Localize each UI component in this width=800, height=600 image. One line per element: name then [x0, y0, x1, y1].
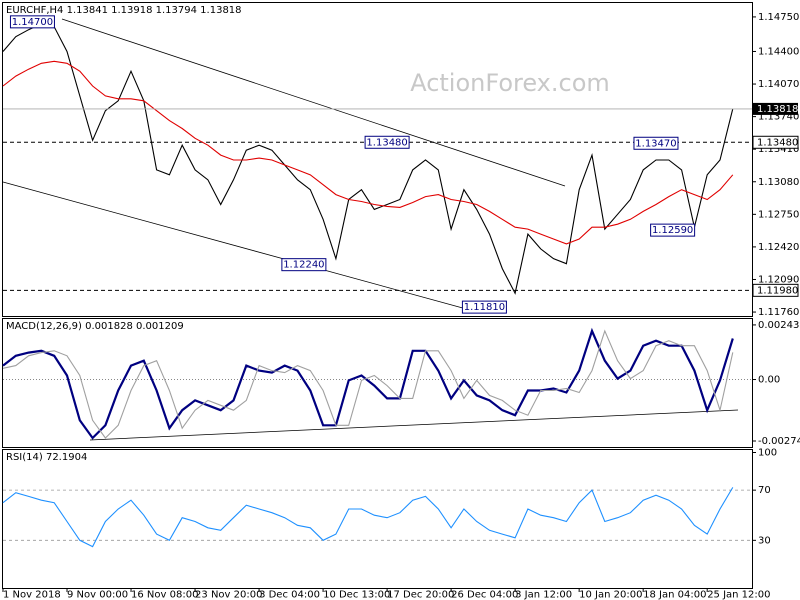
- annotation-label: 1.13470: [635, 138, 676, 149]
- rsi-title: RSI(14) 72.1904: [6, 452, 87, 463]
- y-tick-label: 1.14750: [758, 12, 799, 23]
- annotation-label: 1.12590: [652, 225, 693, 236]
- annotation-box: [364, 135, 410, 149]
- series-line: [2, 329, 734, 439]
- annotation-label: 1.12240: [283, 260, 324, 271]
- x-tick-label: 9 Nov 00:00: [67, 590, 128, 600]
- y-tick-label: 100: [758, 448, 777, 459]
- y-tick-label: 1.13740: [758, 112, 799, 123]
- x-tick-label: 3 Dec 04:00: [259, 590, 320, 600]
- rsi-panel: [2, 449, 753, 589]
- macd-title: MACD(12,26,9) 0.001828 0.001209: [6, 321, 184, 332]
- series-line: [2, 327, 734, 440]
- watermark: ActionForex.com: [410, 69, 610, 97]
- y-tick-label: 1.11760: [758, 307, 799, 318]
- y-tick-label: 1.14070: [758, 79, 799, 90]
- series-line: [2, 487, 734, 548]
- current-price-label: 1.13818: [757, 104, 798, 115]
- x-tick-label: 3 Jan 12:00: [515, 590, 572, 600]
- y-tick-label: 1.14400: [758, 46, 799, 57]
- x-tick-label: 1 Nov 2018: [3, 590, 61, 600]
- annotation-label: 1.14700: [12, 17, 53, 28]
- x-tick-label: 10 Dec 13:00: [323, 590, 390, 600]
- channel-line: [61, 18, 566, 187]
- y-tick-label: 70: [758, 485, 771, 496]
- level-label-box: [752, 135, 799, 149]
- y-tick-label: 1.12090: [758, 274, 799, 285]
- price-title: EURCHF,H4 1.13841 1.13918 1.13794 1.1381…: [6, 5, 242, 16]
- annotation-box: [650, 223, 696, 237]
- x-tick-label: 17 Dec 20:00: [387, 590, 454, 600]
- current-price-box: [753, 102, 798, 115]
- y-tick-label: 1.12750: [758, 209, 799, 220]
- x-tick-label: 10 Jan 20:00: [579, 590, 642, 600]
- trend-line: [89, 409, 739, 441]
- annotation-label: 1.11810: [464, 302, 505, 313]
- x-tick-label: 25 Jan 12:00: [707, 590, 770, 600]
- x-tick-label: 23 Nov 20:00: [195, 590, 262, 600]
- annotation-label: 1.13480: [366, 137, 407, 148]
- x-tick-label: 16 Nov 08:00: [131, 590, 198, 600]
- series-line: [2, 60, 734, 245]
- y-tick-label: 1.12420: [758, 242, 799, 253]
- x-tick-label: 18 Jan 04:00: [643, 590, 706, 600]
- level-label: 1.11980: [757, 285, 798, 296]
- y-tick-label: 0.00: [758, 375, 780, 386]
- y-tick-label: -0.002742: [758, 436, 800, 447]
- annotation-box: [9, 15, 55, 29]
- price-panel: [2, 2, 753, 317]
- y-tick-label: 0.002436: [758, 320, 800, 331]
- x-tick-label: 26 Dec 04:00: [451, 590, 518, 600]
- macd-panel: [2, 318, 753, 448]
- channel-line: [2, 181, 471, 311]
- annotation-box: [633, 136, 679, 150]
- y-tick-label: 30: [758, 535, 771, 546]
- series-line: [2, 23, 734, 295]
- y-tick-label: 1.13080: [758, 177, 799, 188]
- annotation-box: [461, 300, 507, 314]
- y-tick-label: 1.13410: [758, 144, 799, 155]
- level-label-box: [752, 283, 799, 297]
- level-label: 1.13480: [757, 137, 798, 148]
- annotation-box: [281, 258, 327, 272]
